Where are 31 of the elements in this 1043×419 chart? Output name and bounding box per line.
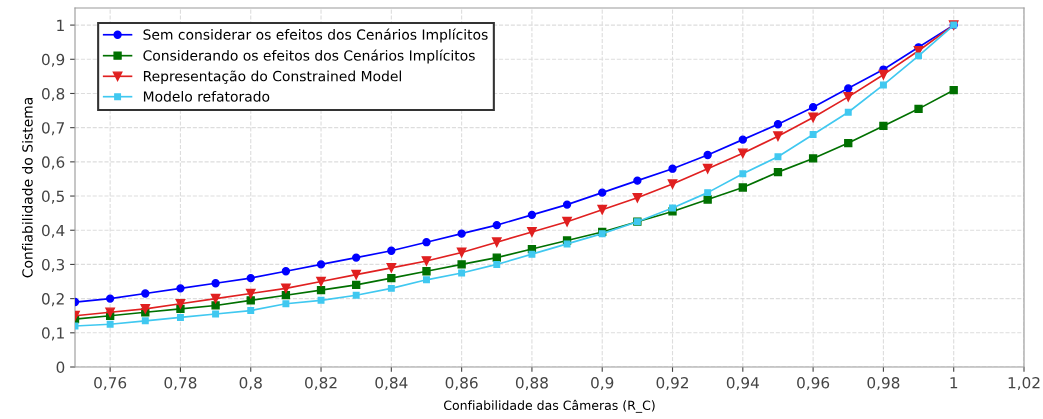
x-tick-label: 1 xyxy=(950,377,958,389)
y-tick-label: 0,7 xyxy=(41,122,64,136)
y-tick-label: 0,5 xyxy=(41,190,64,204)
y-tick-label: 0,6 xyxy=(41,156,65,170)
y-tick-label: 0,8 xyxy=(41,87,65,102)
x-tick-label: 0,88 xyxy=(515,376,548,391)
x-tick-label: 0,8 xyxy=(239,376,262,391)
y-tick-label: 0,3 xyxy=(41,258,65,273)
x-tick-label: 0,94 xyxy=(726,376,759,391)
legend-label: Considerando os efeitos dos Cenários Implícitos xyxy=(143,49,475,64)
x-tick-label: 0,9 xyxy=(591,376,614,391)
x-tick-label: 0,98 xyxy=(867,376,900,391)
y-tick-label: 1 xyxy=(57,19,64,31)
x-tick-label: 0,92 xyxy=(656,376,688,391)
x-tick-label: 0,82 xyxy=(305,376,337,391)
y-tick-label: 0,1 xyxy=(41,327,64,341)
x-tick-label: 0,86 xyxy=(445,376,478,391)
x-tick-label: 0,78 xyxy=(164,376,197,391)
y-tick-label: 0,9 xyxy=(41,53,65,67)
x-tick-label: 1,02 xyxy=(1008,376,1040,391)
x-tick-label: 0,76 xyxy=(94,376,127,391)
legend-label: Modelo refatorado xyxy=(143,91,270,102)
legend-label: Sem considerar os efeitos dos Cenários Implícitos xyxy=(143,28,488,43)
y-axis-title: Confiabilidade do Sistema xyxy=(21,98,33,278)
y-tick-label: 0,2 xyxy=(41,293,64,307)
x-axis-title: Confiabilidade das Câmeras (R_C) xyxy=(443,399,655,413)
x-tick-label: 0,96 xyxy=(797,376,830,391)
legend-label: Representação do Constrained Model xyxy=(143,70,401,85)
x-tick-label: 0,84 xyxy=(375,376,408,391)
y-tick-label: 0,4 xyxy=(41,224,65,238)
y-tick-label: 0 xyxy=(56,361,65,374)
